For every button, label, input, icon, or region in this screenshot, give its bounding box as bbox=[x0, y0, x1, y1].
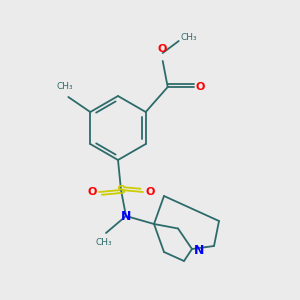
Text: CH₃: CH₃ bbox=[57, 82, 74, 91]
Text: S: S bbox=[116, 184, 125, 197]
Text: O: O bbox=[145, 187, 154, 197]
Text: N: N bbox=[121, 211, 131, 224]
Text: O: O bbox=[88, 187, 97, 197]
Text: CH₃: CH₃ bbox=[96, 238, 112, 247]
Text: CH₃: CH₃ bbox=[181, 32, 197, 41]
Text: O: O bbox=[157, 44, 166, 54]
Text: O: O bbox=[196, 82, 205, 92]
Text: N: N bbox=[194, 244, 204, 256]
